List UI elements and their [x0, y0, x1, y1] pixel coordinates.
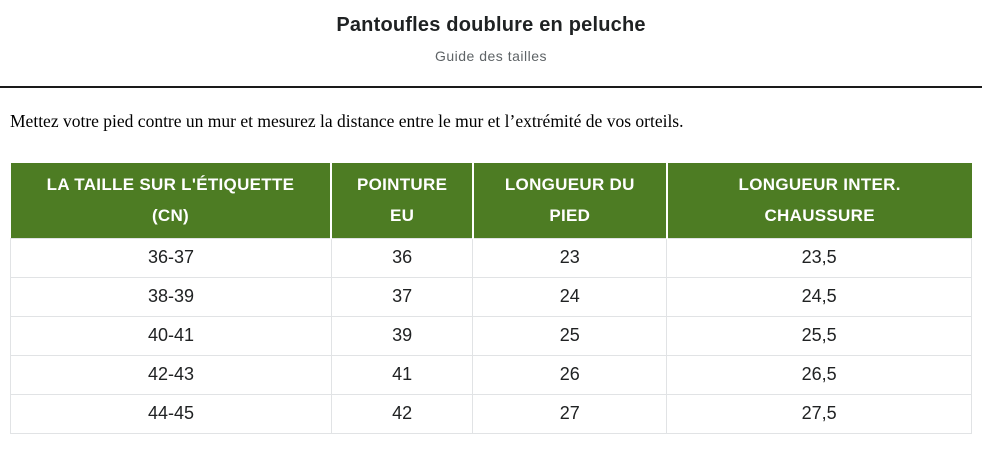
table-cell: 38-39 [10, 276, 332, 317]
table-cell: 24,5 [666, 276, 972, 317]
table-cell: 40-41 [10, 315, 332, 356]
page-subtitle: Guide des tailles [434, 48, 547, 64]
table-cell: 42 [330, 393, 474, 434]
table-cell: 41 [330, 354, 474, 395]
page-title: Pantoufles doublure en peluche [336, 14, 646, 36]
table-cell: 44-45 [10, 393, 332, 434]
table-header-foot-length: LONGUEUR DU PIED [471, 163, 667, 238]
header-line: CHAUSSURE [764, 206, 875, 226]
header-line: LONGUEUR DU [504, 175, 635, 195]
table-cell: 25 [472, 315, 668, 356]
header-line: PIED [549, 206, 591, 226]
header-divider [0, 86, 982, 88]
table-cell: 36-37 [10, 237, 332, 278]
header-line: LA TAILLE SUR L'ÉTIQUETTE [46, 175, 295, 195]
table-cell: 24 [472, 276, 668, 317]
table-row: 36-37 36 23 23,5 [10, 237, 972, 278]
table-cell: 27 [472, 393, 668, 434]
header-line: EU [389, 206, 415, 226]
header-line: POINTURE [356, 175, 448, 195]
size-table-header: LA TAILLE SUR L'ÉTIQUETTE (CN) POINTURE … [10, 163, 972, 238]
size-guide-table: LA TAILLE SUR L'ÉTIQUETTE (CN) POINTURE … [10, 163, 972, 434]
page-header: Pantoufles doublure en peluche Guide des… [0, 12, 982, 88]
table-cell: 23 [472, 237, 668, 278]
table-header-cn-size: LA TAILLE SUR L'ÉTIQUETTE (CN) [10, 163, 332, 238]
table-header-insole-length: LONGUEUR INTER. CHAUSSURE [665, 163, 972, 238]
header-line: (CN) [151, 206, 190, 226]
table-cell: 42-43 [10, 354, 332, 395]
header-row: LA TAILLE SUR L'ÉTIQUETTE (CN) POINTURE … [10, 163, 972, 238]
table-cell: 26 [472, 354, 668, 395]
header-line: LONGUEUR INTER. [738, 175, 901, 195]
size-table-body: 36-37 36 23 23,5 38-39 37 24 24,5 40-41 … [10, 237, 972, 434]
table-row: 38-39 37 24 24,5 [10, 276, 972, 317]
table-cell: 26,5 [666, 354, 972, 395]
table-row: 40-41 39 25 25,5 [10, 315, 972, 356]
table-cell: 23,5 [666, 237, 972, 278]
table-cell: 37 [330, 276, 474, 317]
measuring-instruction: Mettez votre pied contre un mur et mesur… [10, 111, 684, 131]
table-cell: 25,5 [666, 315, 972, 356]
table-row: 42-43 41 26 26,5 [10, 354, 972, 395]
table-header-eu-size: POINTURE EU [330, 163, 473, 238]
table-cell: 27,5 [666, 393, 972, 434]
table-cell: 39 [330, 315, 474, 356]
table-row: 44-45 42 27 27,5 [10, 393, 972, 434]
table-cell: 36 [330, 237, 474, 278]
content-area: Mettez votre pied contre un mur et mesur… [0, 110, 982, 434]
